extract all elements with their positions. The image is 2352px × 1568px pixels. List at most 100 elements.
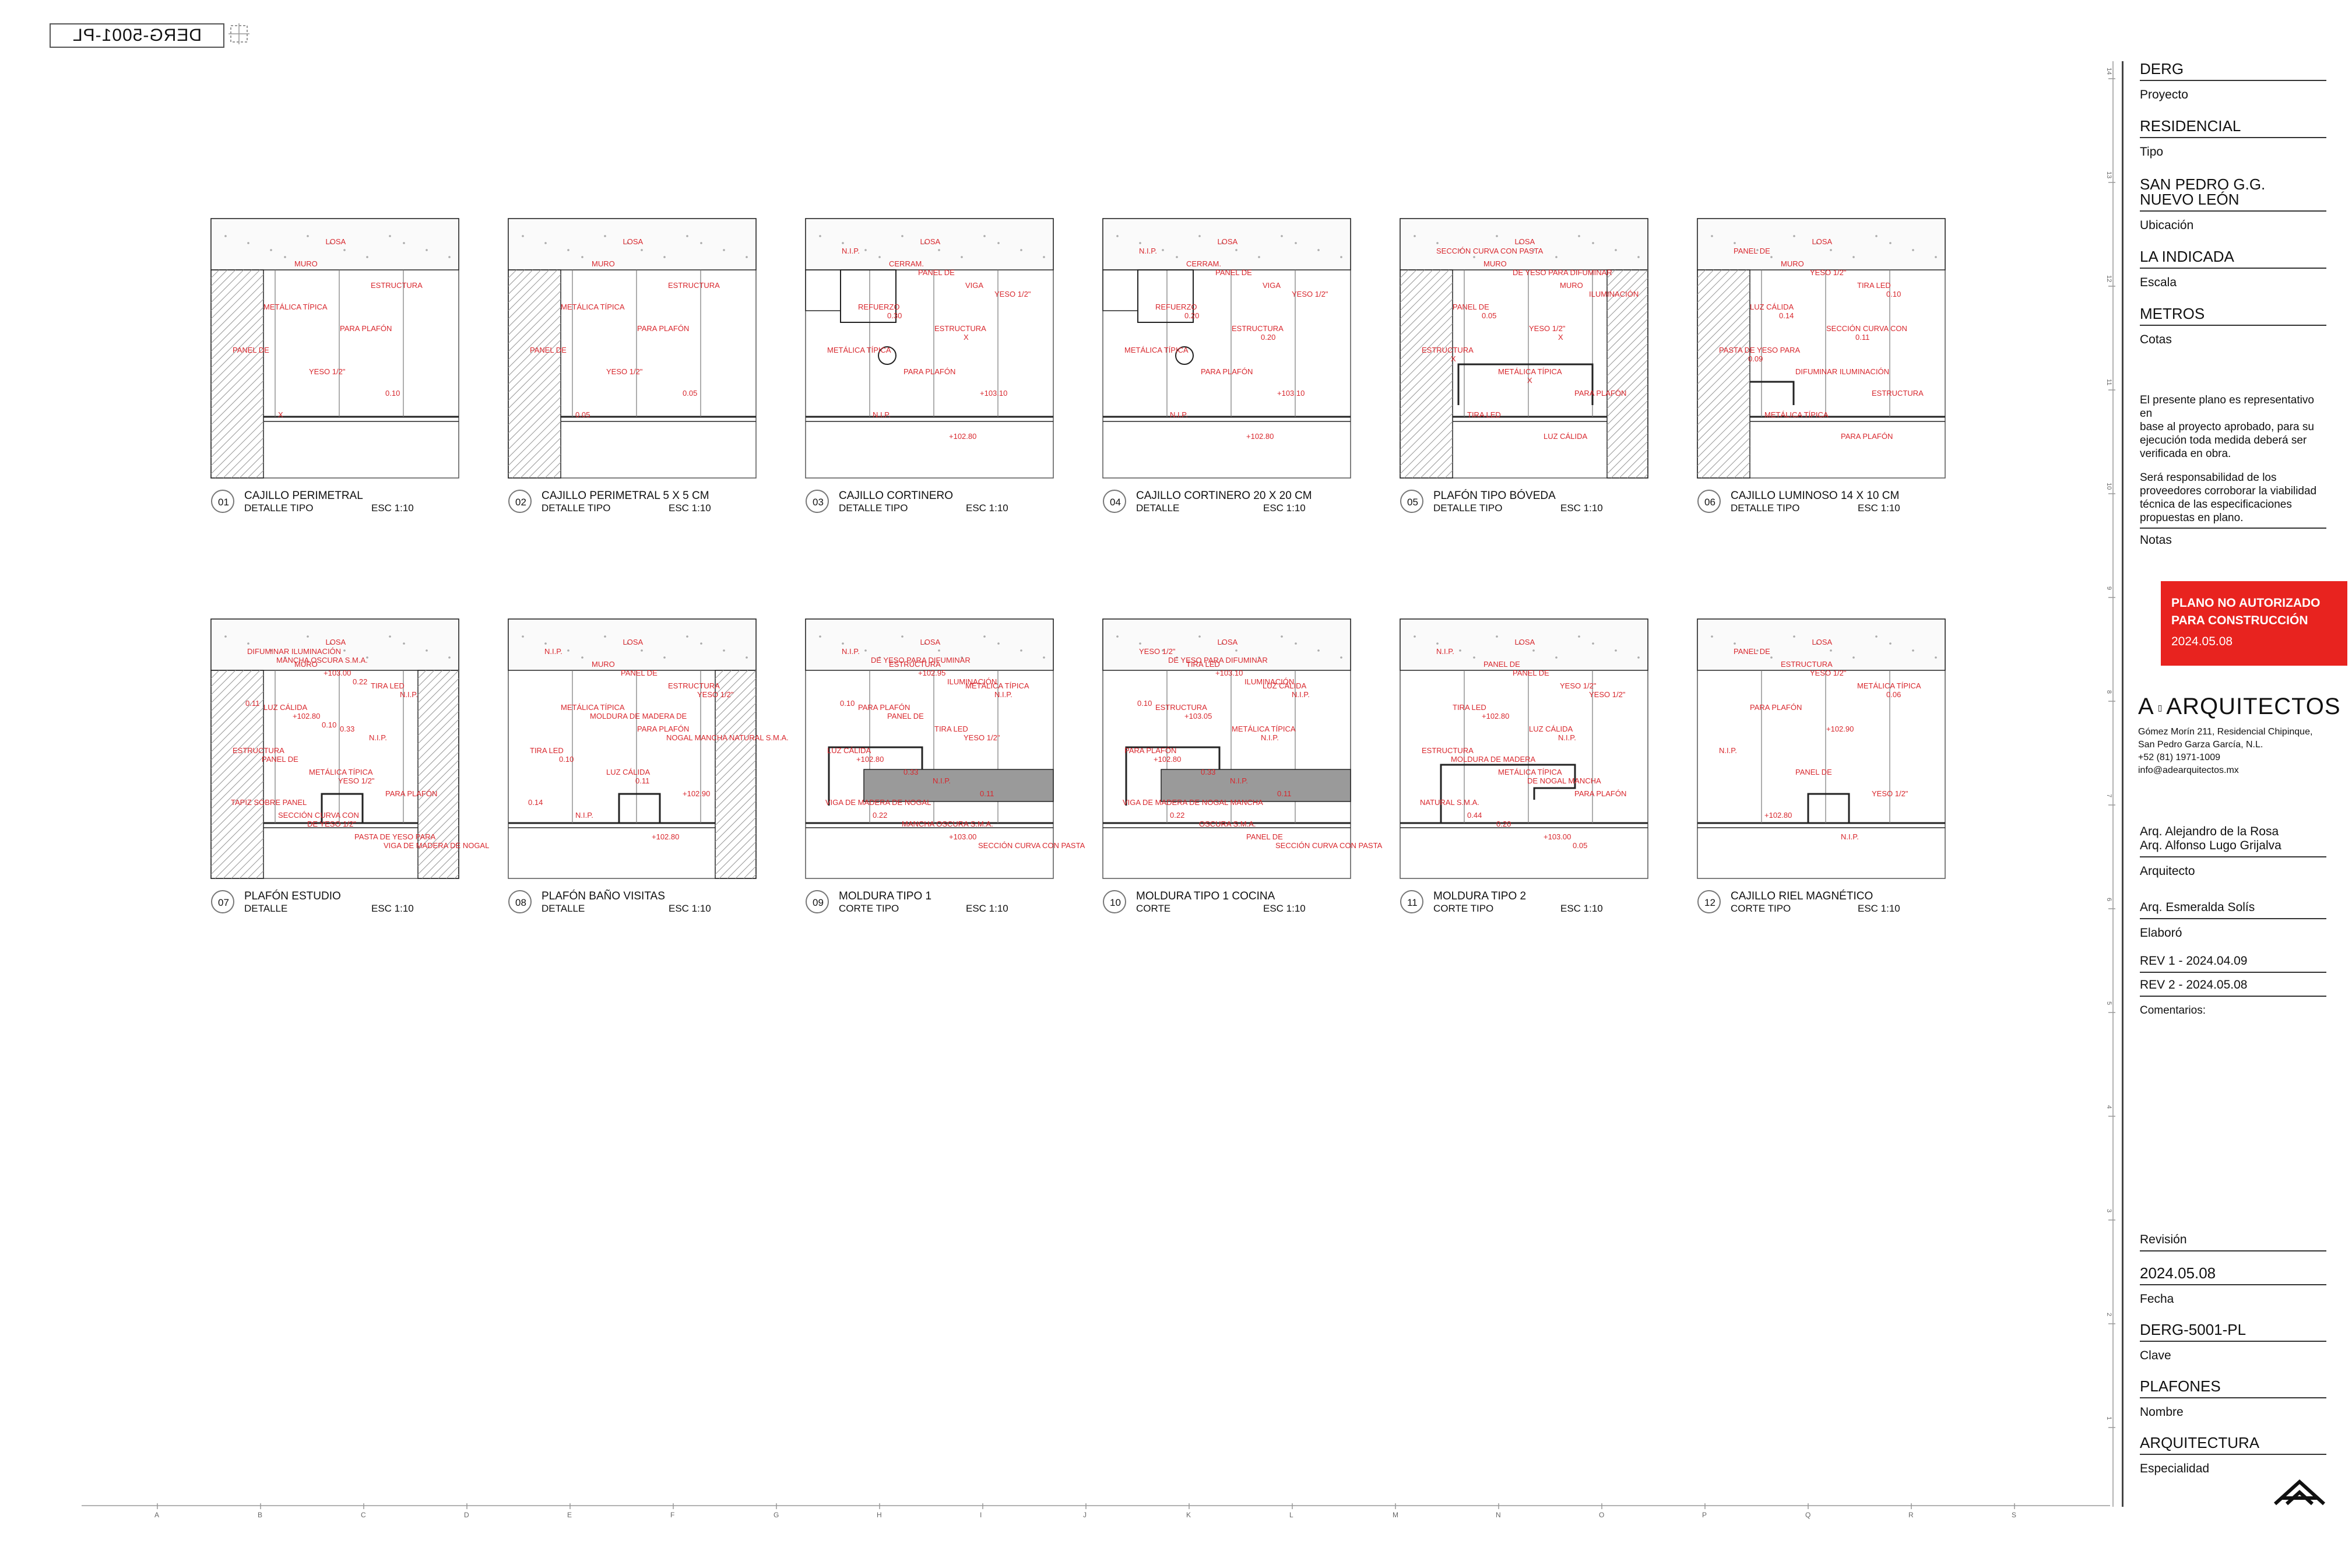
annotation-label: PARA PLAFÓN (1201, 367, 1253, 376)
detail-title: MOLDURA TIPO 2 (1433, 890, 1527, 902)
annotation-label: ILUMINACIÓN (1244, 677, 1294, 686)
ruler-number: 13 (2105, 171, 2112, 178)
annotation-label: X (278, 410, 283, 419)
detail-subtitle: DETALLE (542, 903, 585, 914)
detail-caption: 09 MOLDURA TIPO 1 CORTE TIPO ESC 1:10 (806, 890, 1053, 925)
annotation-label: N.I.P. (1139, 247, 1157, 255)
slab (1697, 218, 1946, 270)
annotation-label: ESTRUCTURA (1422, 346, 1474, 354)
annotation-label: 0.05 (1482, 311, 1496, 320)
slab (805, 618, 1054, 671)
field-especialidad: ARQUITECTURA Especialidad (2140, 1435, 2326, 1476)
detail-number: 08 (508, 890, 532, 913)
firm-logo: A ▯ ARQUITECTOS (2138, 694, 2341, 720)
annotation-label: N.I.P. (1719, 746, 1737, 755)
title-block: 14 13 12 11 10 9 8 7 6 5 4 3 2 1 DERG Proyecto RESIDE… (2105, 61, 2333, 1507)
vault-cove (1457, 363, 1594, 405)
ruler-number: 3 (2105, 1209, 2112, 1212)
annotation-label: +102.90 (1826, 725, 1854, 733)
detail-subtitle: DETALLE (1136, 502, 1180, 514)
annotation-label: METÁLICA TÍPICA (1124, 346, 1189, 354)
annotation-label: PARA PLAFÓN (1750, 703, 1802, 712)
wall-hatch (1400, 269, 1453, 479)
detail-title: MOLDURA TIPO 1 (839, 890, 932, 902)
field-escala: LA INDICADA Escala (2140, 249, 2326, 290)
annotation-label: 0.14 (528, 798, 543, 807)
grid-letter: P (1702, 1511, 1707, 1519)
annotation-label: 0.10 (322, 720, 336, 729)
annotation-label: MURO (294, 660, 318, 669)
annotation-label: REFUERZO (858, 303, 900, 311)
firm-phone: +52 (81) 1971-1009 (2138, 753, 2220, 762)
fecha-label: Fecha (2140, 1292, 2174, 1306)
annotation-label: LOSA (1218, 638, 1238, 646)
annotation-label: ESTRUCTURA (371, 281, 423, 290)
detail-number: 04 (1103, 490, 1126, 513)
ruler-number: 5 (2105, 1001, 2112, 1005)
annotation-label: PANEL DE (530, 346, 567, 354)
annotation-label: PANEL DE (1246, 832, 1283, 841)
annotation-label: N.I.P. (400, 690, 418, 699)
annotation-label: NOGAL MANCHA NATURAL S.M.A. (666, 733, 789, 742)
annotation-label: SECCIÓN CURVA CON PASTA (1436, 247, 1544, 255)
detail-caption: 04 CAJILLO CORTINERO 20 X 20 CM DETALLE ESC… (1103, 490, 1351, 525)
nombre-value: PLAFONES (2140, 1379, 2326, 1398)
detail-caption: 11 MOLDURA TIPO 2 CORTE TIPO ESC 1:10 (1400, 890, 1648, 925)
annotation-label: X (964, 333, 969, 342)
annotation-label: +103.10 (1277, 389, 1305, 398)
detail-scale: ESC 1:10 (966, 903, 1008, 914)
proyecto-value: DERG (2140, 61, 2326, 81)
curtain-rail (1175, 346, 1194, 365)
ubicacion-value-1: SAN PEDRO G.G. (2140, 175, 2266, 193)
grid-letter: O (1599, 1511, 1604, 1519)
molding-type2 (1440, 764, 1576, 823)
annotation-label: X (1527, 376, 1532, 385)
annotation-label: METÁLICA TÍPICA (965, 681, 1029, 690)
annotation-label: PARA PLAFÓN (637, 725, 689, 733)
annotation-label: 0.14 (1779, 311, 1794, 320)
detail-drawing-03: LOSA CERRAM. VIGA REFUERZO ESTRUCTURA METÁLIC… (805, 218, 1054, 479)
annotation-label: METÁLICA TÍPICA (1498, 768, 1562, 776)
annotation-label: YESO 1/2" (994, 290, 1031, 298)
detail-title: CAJILLO CORTINERO (839, 490, 954, 502)
annotation-label: PARA PLAFÓN (1574, 389, 1626, 398)
annotation-label: LOSA (1515, 638, 1535, 646)
warning-date: 2024.05.08 (2171, 635, 2233, 648)
detail-svg: LOSA MURO TIRA LED LUZ CÁLIDA SECCIÓN CURVA … (1697, 218, 1946, 479)
warning-line-1: PLANO NO AUTORIZADO (2171, 596, 2321, 610)
note-line: verificada en obra. (2140, 448, 2231, 460)
detail-number: 09 (806, 890, 829, 913)
escala-value: LA INDICADA (2140, 249, 2326, 269)
annotation-label: DE NOGAL MANCHA (1527, 776, 1601, 785)
annotation-label: PANEL DE (233, 346, 269, 354)
cove-box (321, 793, 364, 823)
wall-hatch (1697, 269, 1750, 479)
ruler-number: 12 (2105, 275, 2112, 282)
annotation-label: MANCHA OSCURA S.M.A. (902, 820, 993, 828)
annotation-label: X (1558, 333, 1563, 342)
grid-letter: G (774, 1511, 779, 1519)
grid-letter: C (361, 1511, 366, 1519)
annotation-label: YESO 1/2" (1529, 324, 1566, 333)
annotation-label: METÁLICA TÍPICA (1764, 410, 1829, 419)
ruler-number: 7 (2105, 794, 2112, 797)
grid-letter: R (1908, 1511, 1914, 1519)
annotation-label: N.I.P. (1292, 690, 1310, 699)
grid-letter: B (258, 1511, 262, 1519)
annotation-label: YESO 1/2" (697, 690, 734, 699)
annotation-label: +102.80 (293, 712, 320, 720)
grid-letter: I (980, 1511, 982, 1519)
annotation-label: N.I.P. (842, 647, 860, 656)
annotation-label: N.I.P. (1841, 832, 1859, 841)
annotation-label: METÁLICA TÍPICA (561, 703, 625, 712)
annotation-label: PANEL DE (1215, 268, 1252, 277)
field-cotas: METROS Cotas (2140, 306, 2326, 347)
detail-subtitle: DETALLE TIPO (1433, 502, 1503, 514)
detail-svg: LOSA CERRAM. VIGA REFUERZO ESTRUCTURA METÁLIC… (1102, 218, 1351, 479)
detail-subtitle: CORTE TIPO (839, 903, 899, 914)
firm-prefix: A (2138, 694, 2154, 719)
annotation-label: TAPIZ SOBRE PANEL (231, 798, 307, 807)
annotation-label: TIRA LED (1453, 703, 1486, 712)
annotation-label: 0.30 (887, 311, 902, 320)
annotation-label: YESO 1/2" (1872, 789, 1908, 798)
